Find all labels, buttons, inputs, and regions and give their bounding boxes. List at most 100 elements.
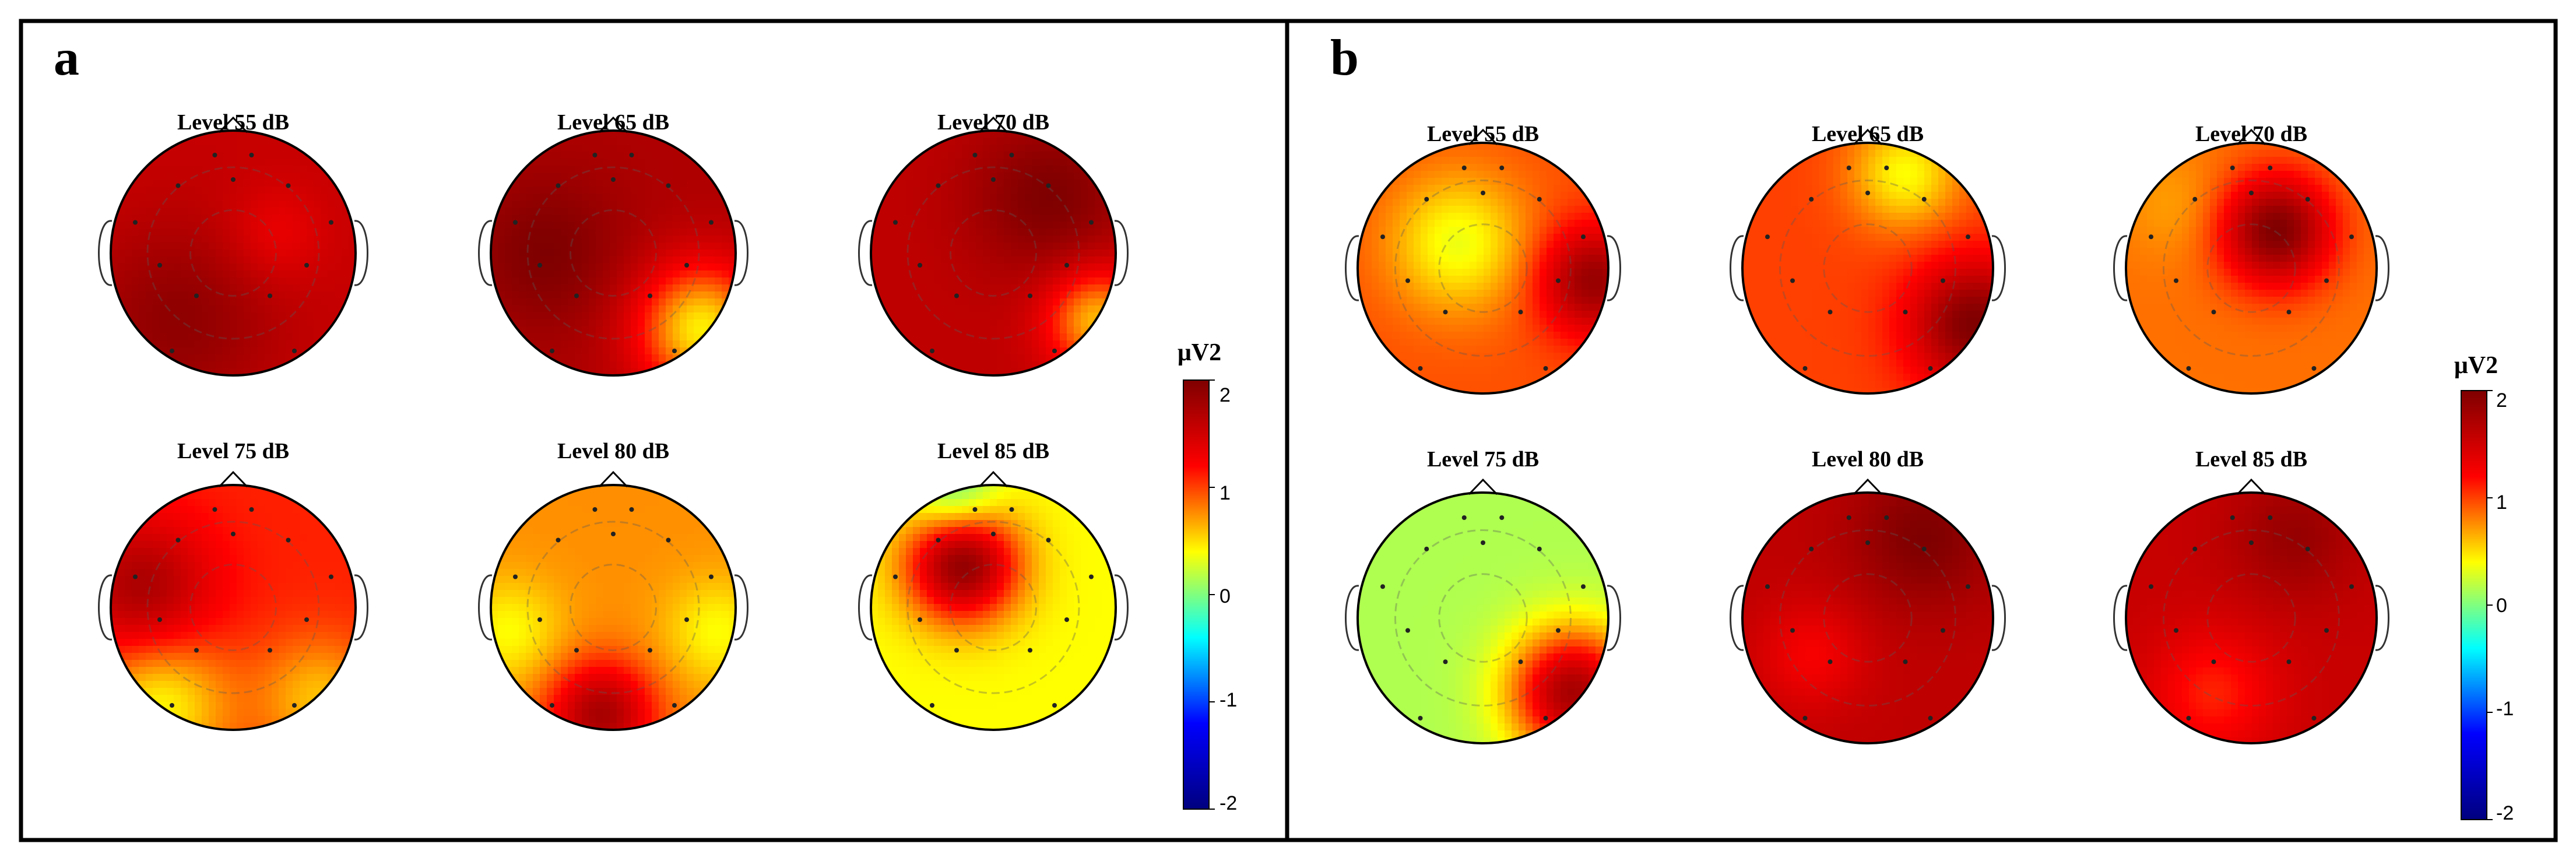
electrode-marker [1884,166,1889,170]
electrode-marker [1802,716,1808,721]
right-ear-icon [2375,235,2389,301]
electrode-marker [292,349,297,353]
electrode-marker [1461,166,1467,170]
electrode-marker [1581,584,1586,589]
electrode-marker [672,703,677,708]
electrode-marker [2305,546,2310,551]
panel-a-letter: a [54,30,79,86]
nose-icon [1853,128,1883,146]
electrode-marker [556,537,561,543]
electrode-marker [1064,617,1069,622]
electrode-marker [304,263,309,268]
electrode-marker [556,183,561,188]
electrode-marker [1499,515,1505,520]
colorbar [1183,379,1210,810]
right-ear-icon [354,574,368,641]
electrode-marker [1941,628,1945,633]
electrode-marker [1865,540,1870,545]
electrode-marker [2211,659,2216,665]
nose-icon [978,116,1008,133]
electrode-marker [1443,310,1448,315]
left-ear-icon [2113,235,2128,301]
electrode-marker [550,703,554,708]
electrode-marker [2349,234,2354,240]
electrode-marker [2249,191,2254,195]
map-title-b-80: Level 80 dB [1812,447,1924,472]
electrode-marker [268,293,272,298]
electrode-marker [286,183,291,188]
electrode-marker [709,574,714,579]
head-outline [1741,491,1994,744]
electrode-marker [170,349,174,353]
nose-icon [218,116,248,133]
electrode-marker [2149,234,2153,240]
electrode-marker [2311,716,2317,721]
right-ear-icon [354,220,368,286]
electrode-marker [1518,310,1523,315]
electrode-marker [1928,716,1933,721]
electrode-marker [537,617,542,622]
colorbar-b-unit: μV2 [2454,352,2498,379]
electrode-marker [1481,540,1485,545]
head-outline [490,129,737,377]
right-ear-icon [1607,235,1621,301]
electrode-marker [2286,659,2292,665]
nose-icon [1468,478,1498,495]
electrode-marker [684,617,689,622]
head-outline [870,129,1117,377]
electrode-marker [268,648,272,653]
electrode-marker [194,648,199,653]
map-title-b-75: Level 75 dB [1427,447,1539,472]
right-ear-icon [1114,574,1129,641]
colorbar-a-tick: 0 [1220,585,1231,607]
electrode-marker [648,293,652,298]
left-ear-icon [98,574,113,641]
electrode-marker [249,507,254,512]
electrode-marker [1443,659,1448,665]
left-ear-icon [1345,585,1359,651]
panel-b-letter: b [1330,30,1359,86]
electrode-marker [1537,196,1542,202]
electrode-marker [1028,648,1032,653]
electrode-marker [1865,191,1870,195]
electrode-marker [672,349,677,353]
electrode-marker [1921,196,1927,202]
electrode-marker [212,153,217,157]
electrode-marker [709,220,714,225]
electrode-marker [1064,263,1069,268]
electrode-marker [918,263,922,268]
electrode-marker [1543,716,1548,721]
electrode-marker [133,574,138,579]
electrode-marker [2174,628,2178,633]
electrode-marker [2186,366,2191,371]
electrode-marker [991,532,996,536]
electrode-marker [1424,196,1429,202]
left-ear-icon [1730,235,1744,301]
topomap [858,116,1129,377]
electrode-marker [1921,546,1927,551]
left-ear-icon [478,220,493,286]
electrode-marker [972,507,978,512]
electrode-marker [2230,515,2235,520]
electrode-marker [1499,166,1505,170]
head-outline [2125,491,2378,744]
nose-icon [2236,478,2266,495]
electrode-marker [918,617,922,622]
electrode-marker [175,183,181,188]
electrode-marker [1046,537,1051,543]
colorbar-a-tick: -1 [1220,689,1237,711]
electrode-marker [1903,659,1908,665]
right-ear-icon [734,220,748,286]
electrode-marker [1481,191,1485,195]
head-outline [1741,142,1994,395]
electrode-marker [2268,515,2273,520]
electrode-marker [1052,349,1057,353]
head-outline [110,484,357,731]
electrode-marker [684,263,689,268]
electrode-marker [194,293,199,298]
left-ear-icon [2113,585,2128,651]
nose-icon [2236,128,2266,146]
electrode-marker [1581,234,1586,240]
electrode-marker [1846,166,1851,170]
topomap [2113,128,2389,395]
